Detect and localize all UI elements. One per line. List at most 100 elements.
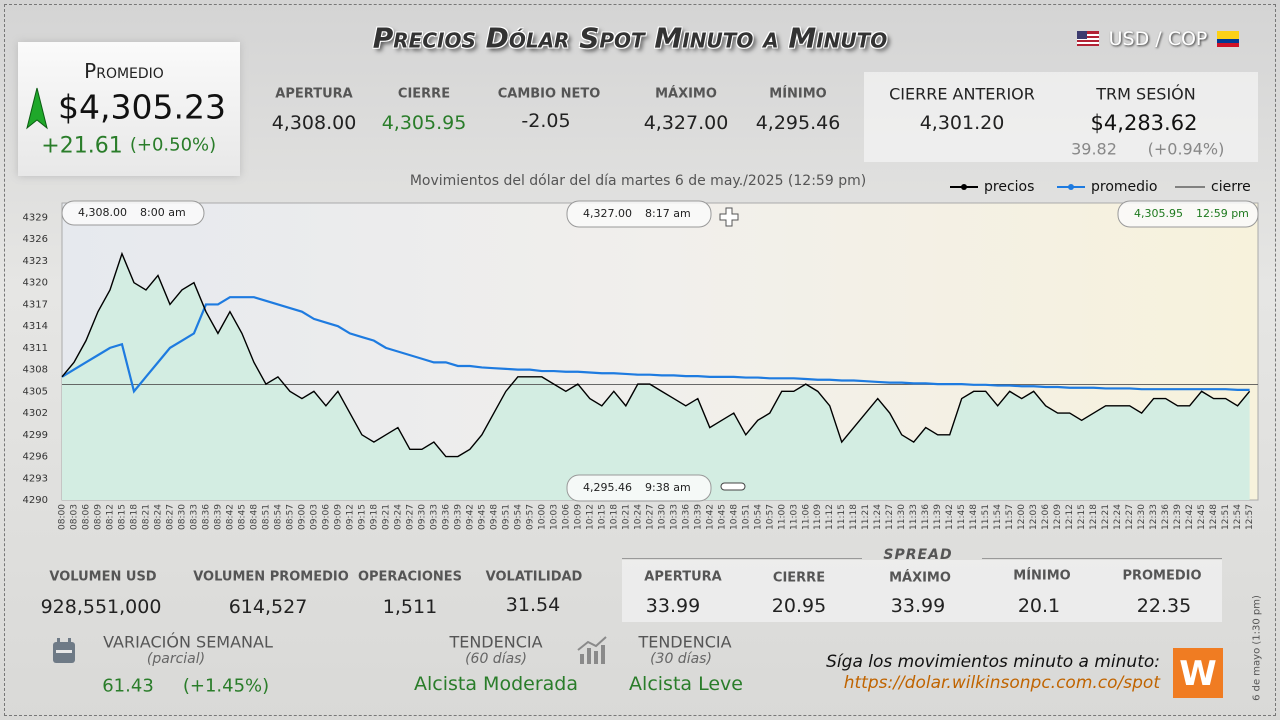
chart-subtitle: Movimientos del dólar del día martes 6 d… xyxy=(410,173,866,189)
stat-value: 4,295.46 xyxy=(755,112,841,134)
x-tick-label: 11:15 xyxy=(837,504,847,530)
x-tick-label: 10:09 xyxy=(573,504,583,530)
x-tick-label: 08:00 xyxy=(58,504,68,530)
trend-value: Alcista Moderada xyxy=(414,673,578,695)
stat-label: VOLATILIDAD xyxy=(485,569,583,585)
x-tick-label: 10:33 xyxy=(669,504,679,530)
x-tick-label: 11:33 xyxy=(909,504,919,530)
x-tick-label: 12:24 xyxy=(1113,504,1123,530)
x-tick-label: 10:15 xyxy=(597,504,607,530)
stat-label: TRM SESIÓN xyxy=(1096,84,1196,104)
crosshair-icon xyxy=(719,207,739,227)
average-label: Promedio xyxy=(84,59,164,83)
x-tick-label: 10:12 xyxy=(585,504,595,530)
stat-value: 4,301.20 xyxy=(919,112,1005,134)
spread-title: SPREAD xyxy=(883,547,953,563)
average-change-pct: (+0.50%) xyxy=(129,134,217,156)
x-tick-label: 08:39 xyxy=(213,504,223,530)
trend-note: (60 días) xyxy=(465,651,527,667)
x-tick-label: 09:12 xyxy=(345,504,355,530)
x-tick-label: 10:27 xyxy=(645,504,655,530)
stat-label: VOLUMEN PROMEDIO xyxy=(193,569,349,585)
annotation-box xyxy=(1117,200,1259,228)
x-tick-label: 10:00 xyxy=(537,504,547,530)
x-tick-label: 11:27 xyxy=(885,504,895,530)
x-tick-label: 10:36 xyxy=(681,504,691,530)
x-tick-label: 09:48 xyxy=(489,504,499,530)
logo: W xyxy=(1179,654,1217,694)
x-tick-label: 08:12 xyxy=(105,504,115,530)
x-tick-label: 12:54 xyxy=(1233,504,1243,530)
annotation-time: 12:59 pm xyxy=(1196,207,1249,220)
stat-label: MÁXIMO xyxy=(655,86,717,102)
stat-label: APERTURA xyxy=(644,569,722,585)
x-tick-label: 12:36 xyxy=(1161,504,1171,530)
x-tick-label: 11:42 xyxy=(945,504,955,530)
x-tick-label: 09:15 xyxy=(357,504,367,530)
x-tick-label: 09:30 xyxy=(417,504,427,530)
y-tick-label: 4293 xyxy=(23,473,48,484)
x-tick-label: 12:12 xyxy=(1065,504,1075,530)
price-area xyxy=(62,253,1250,500)
x-tick-label: 09:39 xyxy=(453,504,463,530)
trm-change-pct: (+0.94%) xyxy=(1147,139,1225,159)
url[interactable]: https://dolar.wilkinsonpc.com.co/spot xyxy=(843,673,1160,693)
stat-label: MÍNIMO xyxy=(769,86,827,102)
stat-value: 31.54 xyxy=(505,594,561,616)
x-tick-label: 08:18 xyxy=(129,504,139,530)
y-tick-label: 4317 xyxy=(23,299,48,310)
annotation-time: 9:38 am xyxy=(645,481,691,494)
weekly-value: 61.43 xyxy=(102,675,154,697)
x-tick-label: 09:42 xyxy=(465,504,475,530)
x-tick-label: 10:03 xyxy=(549,504,559,530)
spread-rule xyxy=(622,558,862,559)
weekly-pct: (+1.45%) xyxy=(182,675,270,697)
x-tick-label: 08:57 xyxy=(285,504,295,530)
x-tick-label: 08:09 xyxy=(93,504,103,530)
x-tick-label: 08:45 xyxy=(237,504,247,530)
x-tick-label: 08:03 xyxy=(69,504,79,530)
stat-value: 22.35 xyxy=(1136,595,1192,617)
stat-value: 614,527 xyxy=(228,596,308,618)
x-tick-label: 11:06 xyxy=(801,504,811,530)
annotation-box xyxy=(566,474,712,502)
x-tick-label: 09:06 xyxy=(321,504,331,530)
x-tick-label: 12:42 xyxy=(1185,504,1195,530)
series-line xyxy=(61,251,1251,458)
x-tick-label: 12:33 xyxy=(1149,504,1159,530)
x-tick-label: 11:30 xyxy=(897,504,907,530)
x-tick-label: 08:24 xyxy=(153,504,163,530)
x-tick-label: 08:30 xyxy=(177,504,187,530)
average-change: +21.61 xyxy=(41,133,123,159)
x-tick-label: 09:57 xyxy=(525,504,535,530)
x-tick-label: 12:48 xyxy=(1209,504,1219,530)
x-tick-label: 11:45 xyxy=(957,504,967,530)
y-tick-label: 4299 xyxy=(23,430,48,441)
x-tick-label: 08:54 xyxy=(273,504,283,530)
x-tick-label: 08:48 xyxy=(249,504,259,530)
trend-note: (30 días) xyxy=(650,651,712,667)
frame xyxy=(4,4,1276,716)
spread-box xyxy=(622,560,1222,622)
x-tick-label: 12:21 xyxy=(1101,504,1111,530)
trend-value: Alcista Leve xyxy=(629,673,743,695)
annotation-price: 4,327.00 xyxy=(583,207,632,220)
x-tick-label: 12:03 xyxy=(1029,504,1039,530)
x-tick-label: 11:03 xyxy=(789,504,799,530)
x-tick-label: 11:24 xyxy=(873,504,883,530)
x-tick-label: 08:21 xyxy=(141,504,151,530)
annotation-box xyxy=(566,200,712,228)
x-tick-label: 12:15 xyxy=(1077,504,1087,530)
y-tick-label: 4314 xyxy=(23,321,48,332)
x-tick-label: 10:30 xyxy=(657,504,667,530)
x-tick-label: 12:09 xyxy=(1053,504,1063,530)
legend-label: promedio xyxy=(1091,179,1158,195)
x-tick-label: 09:36 xyxy=(441,504,451,530)
x-tick-label: 10:45 xyxy=(717,504,727,530)
x-tick-label: 11:48 xyxy=(969,504,979,530)
annotation-price: 4,295.46 xyxy=(583,481,632,494)
x-tick-label: 11:51 xyxy=(981,504,991,530)
x-tick-label: 08:36 xyxy=(201,504,211,530)
x-tick-label: 10:51 xyxy=(741,504,751,530)
stat-label: CIERRE xyxy=(772,570,826,586)
